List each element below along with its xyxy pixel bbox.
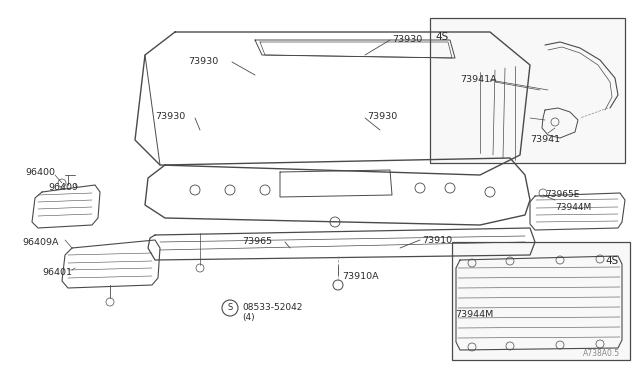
Text: 73930: 73930 xyxy=(367,112,397,121)
Text: 73944M: 73944M xyxy=(555,203,591,212)
Text: 4S: 4S xyxy=(605,256,618,266)
Text: 96400: 96400 xyxy=(25,168,55,177)
Text: 73930: 73930 xyxy=(155,112,185,121)
Text: 96409: 96409 xyxy=(48,183,78,192)
Text: 73930: 73930 xyxy=(392,35,422,44)
Text: 73941: 73941 xyxy=(530,135,560,144)
Text: (4): (4) xyxy=(242,313,255,322)
Text: A738A0.5: A738A0.5 xyxy=(583,349,620,358)
Text: 73910A: 73910A xyxy=(342,272,379,281)
Text: 73910: 73910 xyxy=(422,236,452,245)
Text: 73965: 73965 xyxy=(242,237,272,246)
Text: S: S xyxy=(227,304,232,312)
Bar xyxy=(452,242,630,360)
Text: 96409A: 96409A xyxy=(22,238,58,247)
Text: 73944M: 73944M xyxy=(455,310,493,319)
Bar xyxy=(430,18,625,163)
Text: 96401: 96401 xyxy=(42,268,72,277)
Text: 73941A: 73941A xyxy=(460,75,497,84)
Text: 73965E: 73965E xyxy=(545,190,579,199)
Text: 08533-52042: 08533-52042 xyxy=(242,303,302,312)
Text: 4S: 4S xyxy=(435,32,448,42)
Text: 73930: 73930 xyxy=(188,57,218,66)
